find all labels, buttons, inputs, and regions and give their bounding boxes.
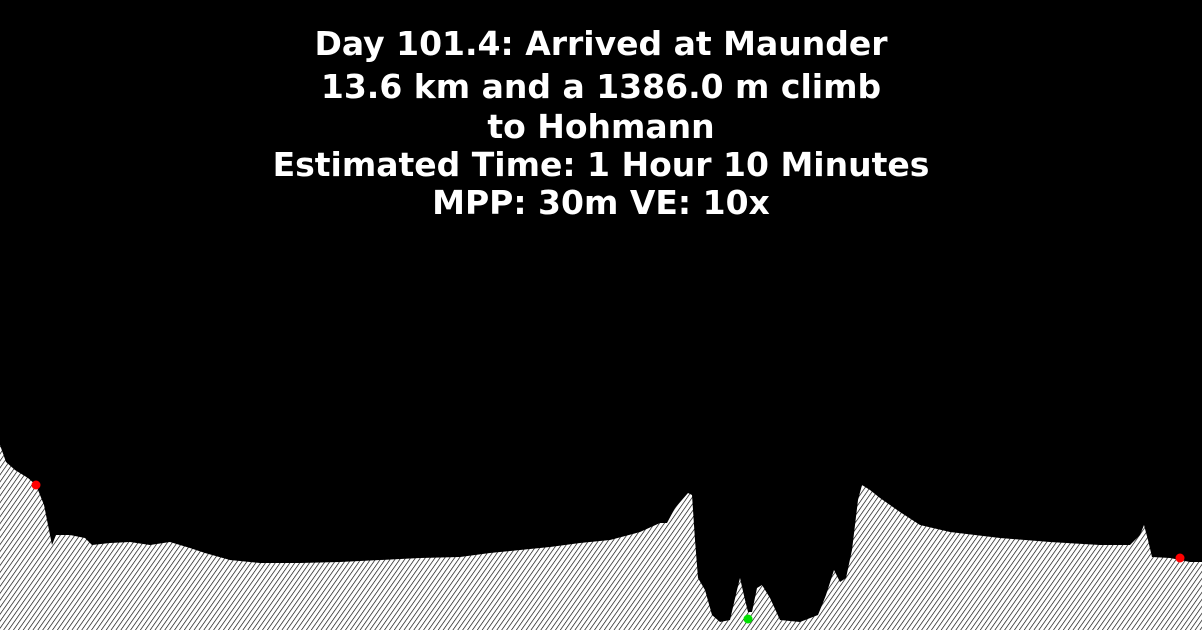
day-title: Day 101.4: Arrived at Maunder (314, 24, 888, 63)
end-marker (1175, 553, 1185, 563)
route-header: Day 101.4: Arrived at Maunder 13.6 km an… (0, 22, 1202, 222)
scale-info-text: MPP: 30m VE: 10x (432, 183, 770, 222)
terrain-area (0, 445, 1202, 630)
destination-text: to Hohmann (487, 107, 715, 146)
distance-climb-text: 13.6 km and a 1386.0 m climb (320, 67, 882, 106)
current-marker (743, 614, 753, 624)
start-marker (31, 480, 41, 490)
estimated-time-text: Estimated Time: 1 Hour 10 Minutes (272, 145, 930, 184)
